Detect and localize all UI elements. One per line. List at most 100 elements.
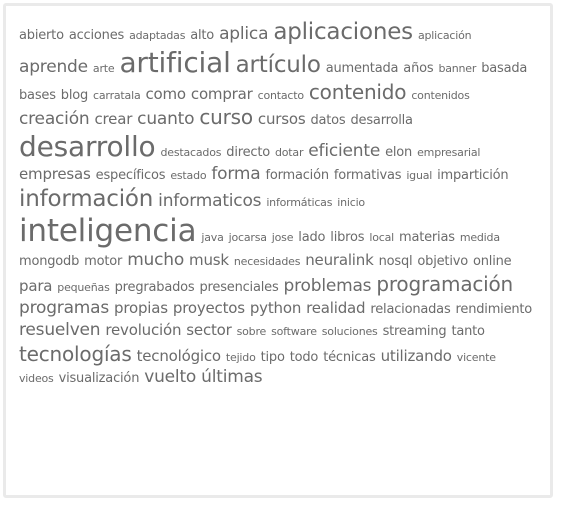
tag-link[interactable]: presenciales bbox=[199, 280, 279, 295]
tag-link[interactable]: objetivo bbox=[417, 254, 468, 269]
tag-link[interactable]: java bbox=[201, 231, 224, 244]
tag-link[interactable]: destacados bbox=[160, 146, 222, 159]
tag-link[interactable]: rendimiento bbox=[455, 302, 533, 317]
tag-link[interactable]: musk bbox=[189, 251, 229, 269]
tag-link[interactable]: neuralink bbox=[305, 251, 374, 269]
tag-link[interactable]: sector bbox=[186, 321, 232, 339]
tag-link[interactable]: mongodb bbox=[19, 254, 80, 269]
tag-link[interactable]: lado bbox=[298, 230, 326, 245]
tag-link[interactable]: problemas bbox=[283, 276, 372, 296]
tag-link[interactable]: tipo bbox=[260, 350, 285, 365]
tag-link[interactable]: informaticos bbox=[158, 191, 262, 211]
tag-link[interactable]: últimas bbox=[201, 367, 263, 387]
tag-link[interactable]: específicos bbox=[95, 168, 166, 183]
tag-link[interactable]: programación bbox=[376, 272, 514, 296]
tag-link[interactable]: contenidos bbox=[411, 89, 470, 102]
tag-link[interactable]: comprar bbox=[190, 85, 253, 103]
tag-link[interactable]: alto bbox=[190, 28, 215, 43]
tag-link[interactable]: estado bbox=[170, 169, 207, 182]
tag-link[interactable]: bases bbox=[19, 88, 56, 103]
tag-link[interactable]: técnicas bbox=[323, 350, 376, 365]
tag-link[interactable]: materias bbox=[398, 230, 455, 245]
tag-link[interactable]: años bbox=[403, 61, 434, 76]
tag-link[interactable]: acciones bbox=[68, 28, 125, 43]
tag-link[interactable]: necesidades bbox=[233, 255, 301, 268]
tag-link[interactable]: visualización bbox=[58, 371, 140, 386]
tag-link[interactable]: contenido bbox=[308, 80, 407, 104]
tag-link[interactable]: blog bbox=[60, 88, 89, 103]
tag-link[interactable]: realidad bbox=[306, 299, 366, 317]
tag-link[interactable]: tecnológico bbox=[136, 347, 222, 365]
tag-link[interactable]: como bbox=[145, 85, 186, 103]
tag-link[interactable]: streaming bbox=[382, 324, 447, 339]
tag-link[interactable]: pequeñas bbox=[57, 281, 110, 294]
tag-link[interactable]: igual bbox=[406, 169, 433, 182]
tag-link[interactable]: basada bbox=[481, 61, 528, 76]
tag-link[interactable]: vicente bbox=[456, 351, 496, 364]
tag-link[interactable]: motor bbox=[84, 254, 123, 269]
tag-link[interactable]: contacto bbox=[257, 89, 304, 102]
tag-link[interactable]: vuelto bbox=[144, 367, 197, 387]
tag-link[interactable]: tanto bbox=[451, 324, 485, 339]
tag-link[interactable]: para bbox=[19, 277, 53, 295]
tag-link[interactable]: nosql bbox=[378, 254, 413, 269]
tag-link[interactable]: cursos bbox=[257, 110, 306, 128]
tag-link[interactable]: empresarial bbox=[417, 146, 481, 159]
tag-link[interactable]: videos bbox=[19, 372, 54, 385]
tag-link[interactable]: inicio bbox=[337, 196, 365, 209]
tag-link[interactable]: artículo bbox=[235, 52, 321, 78]
tag-link[interactable]: impartición bbox=[437, 168, 509, 183]
tag-link[interactable]: todo bbox=[289, 350, 319, 365]
tag-link[interactable]: aplicaciones bbox=[273, 19, 413, 45]
tag-link[interactable]: libros bbox=[330, 230, 365, 245]
tag-link[interactable]: abierto bbox=[19, 28, 64, 43]
tag-link[interactable]: medida bbox=[459, 231, 500, 244]
tag-link[interactable]: cuanto bbox=[137, 109, 195, 129]
tag-link[interactable]: pregrabados bbox=[114, 280, 195, 295]
tag-link[interactable]: online bbox=[473, 254, 512, 269]
tag-link[interactable]: aumentada bbox=[325, 61, 399, 76]
tag-link[interactable]: relacionadas bbox=[370, 302, 451, 317]
tag-link[interactable]: aplicación bbox=[417, 29, 472, 42]
tag-link[interactable]: adaptadas bbox=[129, 29, 186, 42]
tag-link[interactable]: crear bbox=[94, 110, 133, 128]
tag-link[interactable]: banner bbox=[438, 62, 477, 75]
tag-link[interactable]: aplica bbox=[219, 24, 269, 44]
tag-link[interactable]: directo bbox=[226, 145, 270, 160]
tag-link[interactable]: software bbox=[271, 325, 317, 338]
tag-link[interactable]: propias bbox=[114, 299, 168, 317]
tag-link[interactable]: resuelven bbox=[19, 320, 101, 340]
tag-link[interactable]: artificial bbox=[119, 46, 231, 79]
tag-link[interactable]: mucho bbox=[127, 250, 185, 270]
tag-link[interactable]: desarrolla bbox=[350, 113, 414, 128]
tag-link[interactable]: aprende bbox=[19, 57, 88, 77]
tag-link[interactable]: utilizando bbox=[380, 347, 452, 365]
tag-link[interactable]: eficiente bbox=[308, 141, 381, 161]
tag-link[interactable]: tejido bbox=[225, 351, 256, 364]
tag-link[interactable]: revolución bbox=[105, 321, 182, 339]
tag-link[interactable]: datos bbox=[310, 113, 346, 128]
tag-link[interactable]: formativas bbox=[333, 168, 402, 183]
tag-link[interactable]: carratala bbox=[93, 89, 141, 102]
tag-link[interactable]: creación bbox=[19, 109, 90, 129]
tag-link[interactable]: curso bbox=[199, 105, 253, 129]
tag-link[interactable]: jose bbox=[271, 231, 294, 244]
tag-link[interactable]: forma bbox=[211, 164, 261, 184]
tag-link[interactable]: jocarsa bbox=[228, 231, 267, 244]
tag-link[interactable]: inteligencia bbox=[19, 213, 197, 249]
tag-link[interactable]: elon bbox=[385, 145, 413, 160]
tag-link[interactable]: dotar bbox=[275, 146, 304, 159]
tag-link[interactable]: sobre bbox=[236, 325, 267, 338]
tag-link[interactable]: formación bbox=[265, 168, 329, 183]
tag-link[interactable]: soluciones bbox=[321, 325, 378, 338]
tag-link[interactable]: tecnologías bbox=[19, 342, 132, 366]
tag-link[interactable]: arte bbox=[92, 62, 115, 75]
tag-link[interactable]: python bbox=[249, 299, 302, 317]
tag-link[interactable]: proyectos bbox=[172, 299, 245, 317]
tag-link[interactable]: local bbox=[369, 231, 394, 244]
tag-link[interactable]: informáticas bbox=[266, 196, 333, 209]
tag-link[interactable]: desarrollo bbox=[19, 130, 156, 163]
tag-link[interactable]: empresas bbox=[19, 165, 91, 183]
tag-link[interactable]: información bbox=[19, 186, 154, 212]
tag-link[interactable]: programas bbox=[19, 298, 110, 318]
